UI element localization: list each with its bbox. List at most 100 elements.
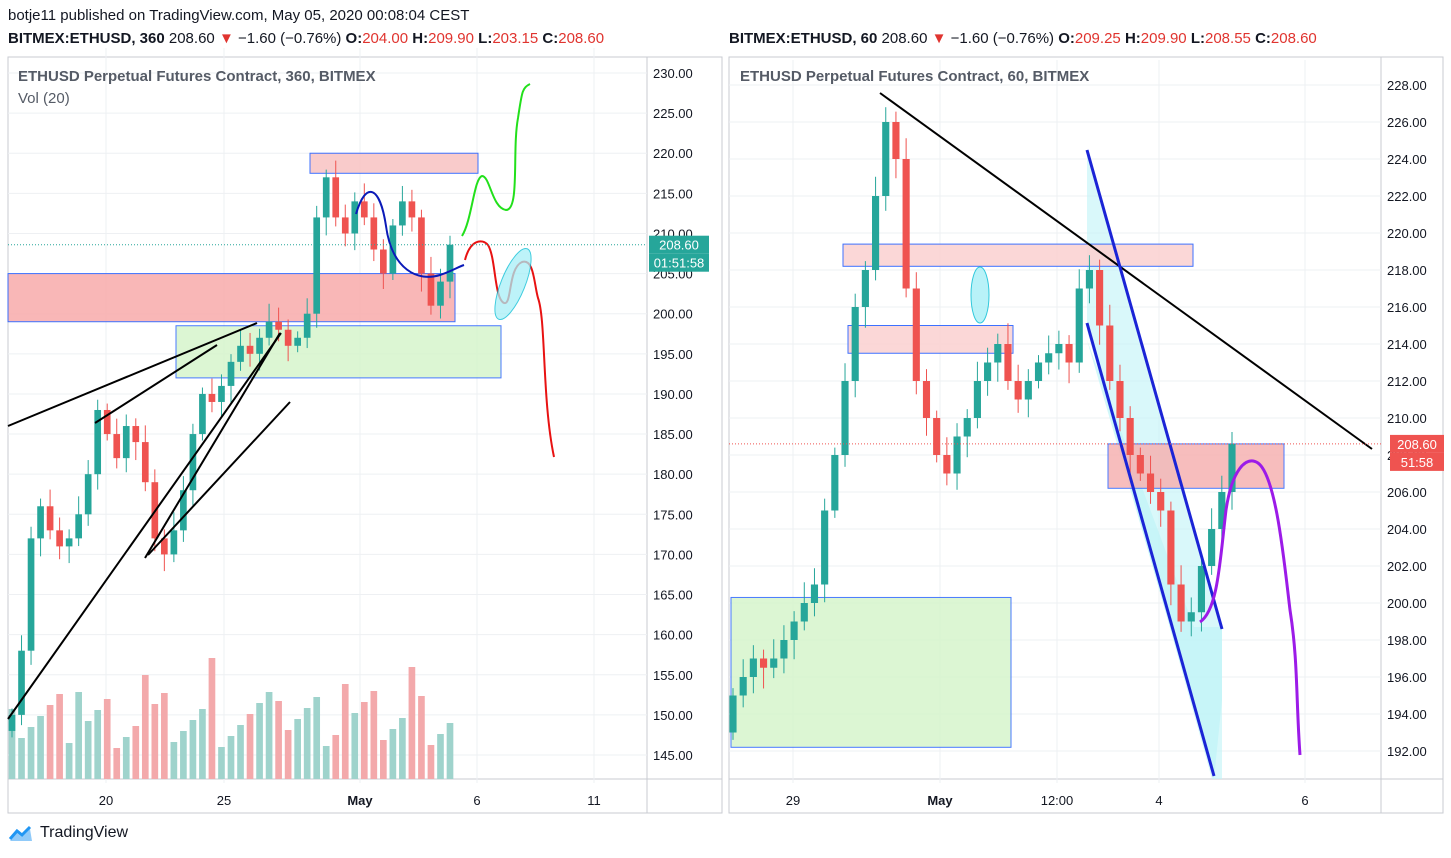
footer-brand[interactable]: TradingView <box>8 824 128 842</box>
x-tick-label: 20 <box>99 793 113 808</box>
countdown-tag <box>1390 452 1444 471</box>
x-tick-label: 29 <box>786 793 800 808</box>
y-tick-label: 160.00 <box>653 628 693 643</box>
right-price: 208.60 <box>881 30 928 47</box>
trend-line <box>144 332 281 559</box>
volume-bar <box>265 692 273 779</box>
candle <box>360 201 368 218</box>
candle <box>46 506 54 531</box>
candle <box>1187 612 1195 622</box>
candle <box>729 695 737 733</box>
candle <box>872 196 880 270</box>
left-c-value: 208.60 <box>558 30 605 47</box>
candle <box>189 434 197 491</box>
candle <box>1208 529 1216 566</box>
volume-bar <box>227 736 235 779</box>
candle <box>18 650 25 715</box>
candle <box>8 714 16 731</box>
volume-bar <box>189 720 197 779</box>
volume-bar <box>27 727 35 779</box>
candle <box>94 409 102 475</box>
candle <box>1177 584 1185 622</box>
volume-bar <box>65 743 73 779</box>
candle <box>1014 381 1022 400</box>
candle <box>103 409 111 435</box>
candle <box>380 249 387 274</box>
left-chart-title: ETHUSD Perpetual Futures Contract, 360, … <box>18 68 376 85</box>
volume-bar <box>46 705 54 779</box>
volume-bar <box>284 730 292 779</box>
right-ohlc-line: BITMEX:ETHUSD, 60 208.60 ▼ −1.60 (−0.76%… <box>729 30 1317 47</box>
left-h-value: 209.90 <box>428 30 474 47</box>
y-tick-label: 206.00 <box>1387 485 1427 500</box>
candle <box>953 436 961 474</box>
resistance-zone-red <box>1107 443 1285 489</box>
x-tick-label: 11 <box>587 793 601 808</box>
volume-bar <box>75 692 82 779</box>
volume-bar <box>37 716 44 779</box>
tradingview-logo-icon <box>8 825 32 841</box>
candle <box>1228 443 1236 492</box>
volume-bar <box>199 709 206 779</box>
y-tick-label: 194.00 <box>1387 707 1427 722</box>
left-symbol: BITMEX:ETHUSD, 360 <box>8 30 165 47</box>
candle <box>141 442 149 483</box>
candle <box>256 337 263 354</box>
candle <box>132 426 140 443</box>
resistance-zone-red <box>309 152 479 174</box>
candle <box>180 490 187 531</box>
right-l-value: 208.55 <box>1205 30 1251 47</box>
volume-bar <box>446 723 454 779</box>
left-ohlc-line: BITMEX:ETHUSD, 360 208.60 ▼ −1.60 (−0.76… <box>8 30 604 47</box>
y-tick-label: 215.00 <box>653 186 693 201</box>
volume-bar <box>237 725 244 779</box>
candle <box>1167 510 1175 585</box>
y-tick-label: 214.00 <box>1387 337 1427 352</box>
x-tick-label: 4 <box>1155 793 1162 808</box>
volume-bar <box>208 658 216 779</box>
right-change: −1.60 (−0.76%) <box>950 30 1055 47</box>
candle <box>912 288 920 381</box>
candle <box>749 658 757 677</box>
candle <box>770 658 778 668</box>
x-tick-label: 6 <box>1301 793 1308 808</box>
candle <box>246 345 254 354</box>
support-zone-green <box>730 596 1012 748</box>
candle <box>831 455 839 511</box>
volume-bar <box>8 709 16 779</box>
candle <box>780 640 788 659</box>
y-tick-label: 190.00 <box>653 387 693 402</box>
candle <box>963 418 971 437</box>
candle <box>902 159 910 289</box>
y-tick-label: 205.00 <box>653 267 693 282</box>
countdown-value: 01:51:58 <box>654 256 705 271</box>
candle <box>922 381 931 418</box>
candle <box>56 530 63 547</box>
projection-curve-purple <box>1199 459 1302 756</box>
y-tick-label: 220.00 <box>1387 226 1427 241</box>
trend-line <box>7 332 282 720</box>
y-tick-label: 192.00 <box>1387 744 1427 759</box>
candle <box>294 337 301 346</box>
candle <box>199 393 206 435</box>
countdown-value: 51:58 <box>1401 455 1434 470</box>
right-chart-title: ETHUSD Perpetual Futures Contract, 60, B… <box>740 68 1089 85</box>
volume-bar <box>246 714 254 779</box>
candle <box>322 177 330 218</box>
y-tick-label: 220.00 <box>653 146 693 161</box>
candle <box>1116 381 1124 418</box>
candle <box>973 381 981 418</box>
volume-bar <box>389 729 397 779</box>
y-tick-label: 145.00 <box>653 748 693 763</box>
candle <box>122 426 130 459</box>
candle <box>418 217 425 274</box>
candle <box>208 393 216 402</box>
left-o-label: O: <box>345 30 363 47</box>
candle <box>1146 473 1155 492</box>
y-tick-label: 175.00 <box>653 507 693 522</box>
support-zone-green <box>175 325 502 379</box>
x-tick-label: 6 <box>473 793 480 808</box>
volume-bar <box>360 702 368 779</box>
